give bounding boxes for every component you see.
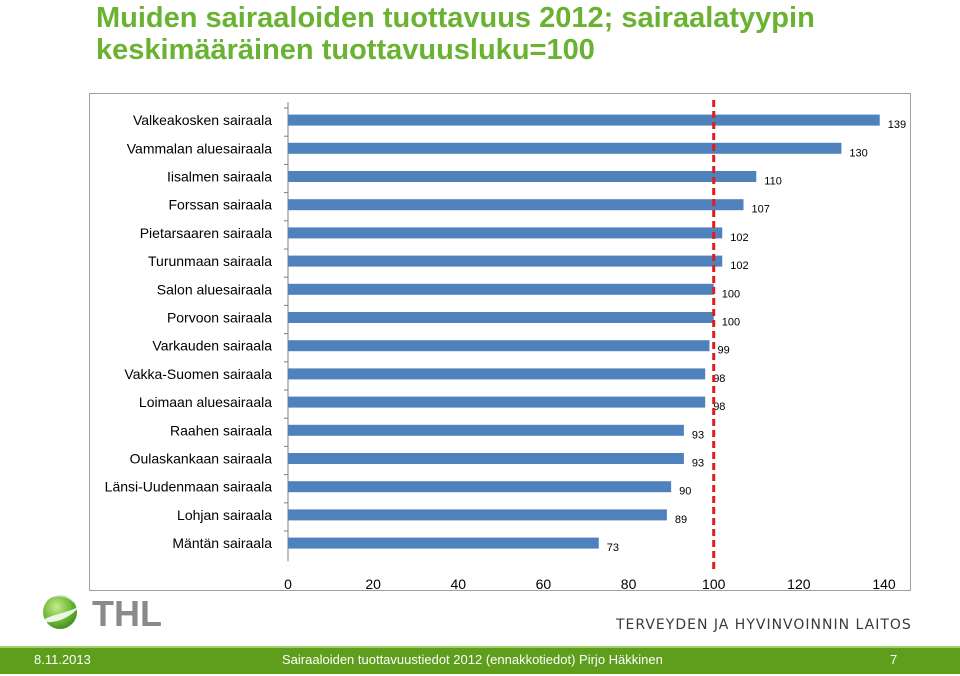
category-label: Forssan sairaala xyxy=(169,197,273,213)
x-tick-label: 100 xyxy=(702,576,726,590)
slide-title-line-1: Muiden sairaaloiden tuottavuus 2012; sai… xyxy=(96,2,815,34)
bar xyxy=(288,509,667,521)
data-label: 73 xyxy=(607,542,619,554)
data-label: 107 xyxy=(752,204,770,216)
data-label: 98 xyxy=(713,401,725,413)
logo-text: THL xyxy=(92,593,162,634)
bar xyxy=(288,396,706,408)
bar xyxy=(288,368,706,380)
x-tick-label: 0 xyxy=(284,576,292,590)
category-label: Salon aluesairaala xyxy=(157,281,272,297)
thl-logo: THL xyxy=(36,592,176,641)
bar xyxy=(288,424,684,436)
footer-source: Sairaaloiden tuottavuustiedot 2012 (enna… xyxy=(282,652,663,667)
footer-bar: 8.11.2013 Sairaaloiden tuottavuustiedot … xyxy=(0,646,960,674)
bar xyxy=(288,199,744,211)
data-label: 139 xyxy=(888,119,906,131)
category-label: Iisalmen sairaala xyxy=(167,169,272,185)
bar xyxy=(288,312,714,323)
data-label: 100 xyxy=(722,288,740,300)
slide-title: Muiden sairaaloiden tuottavuus 2012; sai… xyxy=(96,2,946,66)
bar xyxy=(288,114,880,126)
data-label: 102 xyxy=(730,260,748,272)
bar xyxy=(288,340,710,352)
bar-chart-svg: Valkeakosken sairaala 139 Vammalan aluesai… xyxy=(105,100,906,590)
footer-page-number: 7 xyxy=(890,652,898,667)
category-label: Länsi-Uudenmaan sairaala xyxy=(105,479,273,495)
category-label: Oulaskankaan sairaala xyxy=(130,451,273,467)
category-label: Valkeakosken sairaala xyxy=(133,112,272,128)
data-label: 102 xyxy=(730,232,748,244)
bar xyxy=(288,255,723,267)
thl-logo-icon: THL xyxy=(40,593,162,634)
category-label: Raahen sairaala xyxy=(170,422,272,438)
x-tick-label: 120 xyxy=(787,576,811,590)
bar xyxy=(288,453,684,464)
category-label: Loimaan aluesairaala xyxy=(139,394,272,410)
bar xyxy=(288,142,842,154)
bar xyxy=(288,171,757,182)
data-label: 89 xyxy=(675,514,687,526)
data-label: 93 xyxy=(692,429,704,441)
bar xyxy=(288,537,599,549)
data-label: 98 xyxy=(713,373,725,385)
data-label: 110 xyxy=(764,176,782,188)
footer-date: 8.11.2013 xyxy=(34,652,91,667)
data-label: 100 xyxy=(722,317,740,329)
category-label: Varkauden sairaala xyxy=(152,338,272,354)
data-label: 130 xyxy=(849,147,867,159)
category-label: Turunmaan sairaala xyxy=(148,253,272,269)
bar xyxy=(288,227,723,239)
category-label: Lohjan sairaala xyxy=(177,507,272,523)
x-tick-label: 140 xyxy=(872,576,896,590)
x-tick-label: 80 xyxy=(621,576,637,590)
data-label: 93 xyxy=(692,458,704,470)
data-label: 99 xyxy=(717,345,729,357)
bar xyxy=(288,481,672,493)
bar xyxy=(288,283,714,295)
organization-name: TERVEYDEN JA HYVINVOINNIN LAITOS xyxy=(616,617,912,633)
data-label: 90 xyxy=(679,486,691,498)
footer-highlight-line xyxy=(0,646,960,648)
category-label: Pietarsaaren sairaala xyxy=(140,225,273,241)
bar-chart: Valkeakosken sairaala 139 Vammalan aluesai… xyxy=(89,93,911,591)
x-tick-label: 20 xyxy=(365,576,381,590)
category-label: Mäntän sairaala xyxy=(172,535,272,551)
category-label: Vammalan aluesairaala xyxy=(127,140,272,156)
slide-title-line-2: keskimääräinen tuottavuusluku=100 xyxy=(96,34,595,66)
category-label: Porvoon sairaala xyxy=(167,310,272,326)
x-tick-label: 60 xyxy=(536,576,552,590)
x-tick-label: 40 xyxy=(450,576,466,590)
category-label: Vakka-Suomen sairaala xyxy=(124,366,272,382)
